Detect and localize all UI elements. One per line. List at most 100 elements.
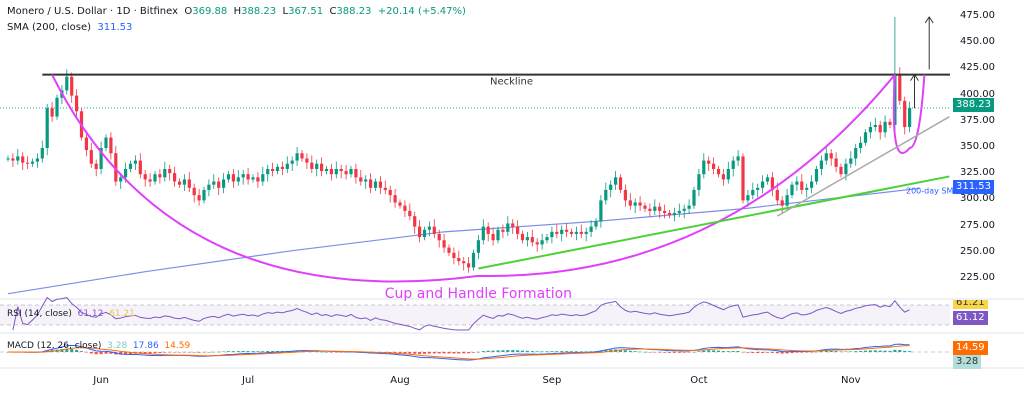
- macd-hist-bar: [717, 350, 720, 352]
- macd-hist-bar: [736, 351, 740, 352]
- macd-hist-bar: [903, 350, 907, 352]
- candle-body: [124, 168, 128, 178]
- macd-hist-bar: [707, 350, 711, 352]
- macd-hist-bar: [129, 352, 132, 355]
- macd-hist-bar: [393, 352, 397, 354]
- macd-hist-bar: [84, 352, 88, 353]
- candle-body: [427, 226, 431, 230]
- price-tick: 475.00: [960, 10, 995, 21]
- macd-hist-bar: [579, 351, 583, 352]
- macd-hist-bar: [839, 351, 843, 352]
- candle-body: [231, 174, 235, 182]
- macd-hist-bar: [545, 351, 549, 352]
- candle-body: [863, 132, 868, 143]
- candle-body: [158, 174, 162, 178]
- candle-body: [295, 153, 299, 161]
- candle-body: [413, 216, 417, 227]
- candle-body: [349, 168, 353, 175]
- candle-body: [133, 160, 137, 164]
- candle-body: [192, 187, 196, 196]
- candle-body: [320, 163, 324, 172]
- rsi-legend[interactable]: RSI (14, close) 61.12 61.21: [7, 309, 135, 319]
- candle-body: [202, 189, 206, 201]
- macd-hist-bar: [741, 352, 745, 353]
- macd-hist-bar: [692, 351, 696, 353]
- macd-hist-bar: [633, 351, 637, 352]
- macd-hist-bar: [295, 350, 299, 352]
- macd-hist-bar: [276, 350, 279, 352]
- candle-body: [177, 181, 182, 185]
- macd-legend[interactable]: MACD (12, 26, close) 3.28 17.86 14.59: [7, 341, 190, 351]
- macd-hist-bar: [805, 352, 809, 353]
- candle-body: [687, 205, 691, 209]
- candle-body: [462, 261, 466, 264]
- candle-body: [354, 168, 358, 178]
- candle-body: [491, 233, 495, 241]
- macd-hist-bar: [623, 350, 627, 352]
- candle-body: [481, 226, 485, 241]
- macd-hist-bar: [893, 349, 897, 352]
- macd-hist-bar: [261, 351, 265, 352]
- candle-body: [30, 161, 35, 164]
- macd-hist-bar: [236, 351, 240, 352]
- candle-body: [516, 226, 520, 234]
- candle-body: [697, 174, 701, 190]
- candle-body: [226, 174, 231, 180]
- candle-body: [403, 205, 407, 211]
- price-tick: 250.00: [960, 245, 995, 257]
- macd-hist-bar: [682, 352, 686, 353]
- macd-hist-bar: [266, 351, 270, 352]
- candle-body: [765, 177, 770, 182]
- macd-hist-bar: [898, 350, 902, 352]
- macd-hist-bar: [756, 352, 760, 354]
- macd-hist-bar: [795, 352, 799, 353]
- macd-hist-bar: [550, 351, 554, 352]
- candle-body: [212, 181, 216, 185]
- candle-body: [11, 158, 15, 161]
- sma-legend[interactable]: SMA (200, close) 311.53: [7, 22, 132, 33]
- macd-hist-bar: [94, 352, 98, 355]
- candle-body: [819, 160, 823, 169]
- macd-hist-bar: [70, 349, 74, 352]
- candle-body: [422, 229, 427, 238]
- macd-hist-bar: [687, 352, 691, 353]
- support-trendline: [478, 175, 950, 270]
- candle-body: [560, 229, 564, 234]
- macd-hist-bar: [163, 352, 167, 353]
- candle-body: [702, 160, 706, 175]
- macd-hist-bar: [854, 351, 858, 352]
- candle-body: [628, 200, 632, 206]
- candle-body: [271, 168, 275, 172]
- candle-body: [486, 226, 490, 234]
- price-tick: 325.00: [960, 167, 995, 179]
- candle-body: [222, 179, 226, 188]
- macd-hist-bar: [182, 352, 186, 353]
- macd-hist-bar: [60, 349, 64, 352]
- macd-hist-bar: [329, 352, 333, 353]
- candle-body: [40, 148, 44, 159]
- candle-body: [471, 252, 476, 268]
- candle-body: [104, 137, 108, 148]
- candle-body: [119, 177, 123, 182]
- candle-body: [579, 231, 583, 234]
- time-tick: Jul: [242, 375, 255, 386]
- macd-hist-bar: [427, 352, 431, 354]
- price-tick: 400.00: [960, 88, 995, 100]
- candle-body: [163, 168, 167, 178]
- candle-body: [197, 195, 201, 201]
- candle-body: [741, 156, 745, 201]
- macd-hist-bar: [158, 352, 162, 354]
- macd-hist-bar: [824, 350, 828, 352]
- macd-hist-bar: [231, 351, 235, 352]
- candle-body: [555, 231, 559, 234]
- candle-body: [770, 177, 774, 190]
- candle-body: [251, 177, 255, 180]
- macd-hist-bar: [663, 352, 667, 353]
- sma-value: 311.53: [97, 22, 133, 33]
- price-tick: 300.00: [960, 193, 995, 205]
- macd-hist-bar: [187, 352, 191, 353]
- macd-hist-bar: [834, 351, 838, 352]
- candle-body: [373, 181, 378, 188]
- macd-hist-bar: [104, 352, 108, 354]
